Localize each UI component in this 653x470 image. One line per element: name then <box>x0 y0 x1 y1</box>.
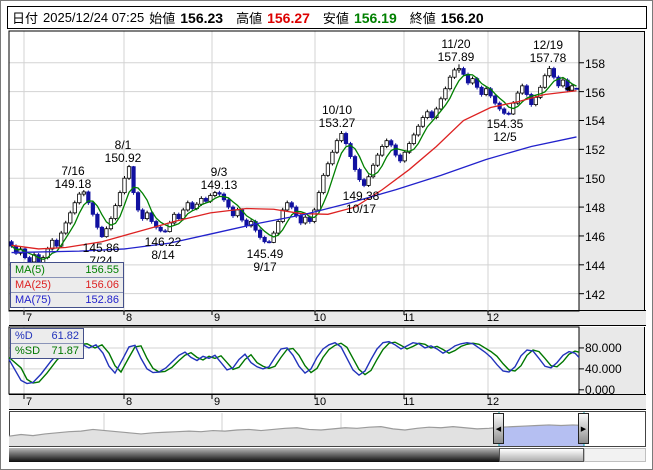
month-axis-stoch: 7 8 9 10 11 12 <box>9 394 646 410</box>
price-tick-label: 156 <box>585 85 606 100</box>
month-tick-label: 10 <box>313 396 327 408</box>
ma-legend: MA(5) 156.55 MA(25) 156.06 MA(75) 152.86 <box>10 262 124 308</box>
price-tick-label: 142 <box>585 287 606 302</box>
month-tick-label: 8 <box>125 396 133 408</box>
open-label: 始値 <box>149 11 176 26</box>
stoch-legend-row: %D 61.82 <box>11 329 83 344</box>
quote-header: 日付 2025/12/24 07:25 始値 156.23 高値 156.27 … <box>7 6 647 29</box>
stoch-tick-label: 0.000 <box>585 382 616 397</box>
stoch-legend-row-value: 71.87 <box>51 345 79 357</box>
ma-legend-row: MA(25) 156.06 <box>11 278 123 293</box>
ma-legend-row-value: 156.55 <box>85 264 119 276</box>
ma-legend-row-value: 156.06 <box>85 279 119 291</box>
month-tick-label: 8 <box>125 312 133 324</box>
stoch-legend-row-label: %D <box>15 330 33 342</box>
navigator-right-handle[interactable]: ▶ <box>578 413 589 444</box>
stoch-legend-row: %SD 71.87 <box>11 344 83 358</box>
date-value: 2025/12/24 07:25 <box>43 10 145 25</box>
low-label: 安値 <box>322 11 349 26</box>
price-tick-label: 144 <box>585 258 606 273</box>
stoch-legend-row-label: %SD <box>15 345 41 357</box>
stochastic-plot[interactable] <box>9 327 579 394</box>
price-tick-label: 152 <box>585 143 606 158</box>
month-tick-label: 11 <box>403 312 415 324</box>
month-tick-label: 7 <box>25 312 33 324</box>
close-label: 終値 <box>409 11 436 26</box>
ma-legend-row-label: MA(5) <box>15 264 45 276</box>
price-tick-label: 150 <box>585 172 606 187</box>
ma-legend-row-label: MA(75) <box>15 294 52 306</box>
month-tick-label: 9 <box>213 312 221 324</box>
navigator-year-label: 24 <box>223 435 237 447</box>
ma-legend-row-value: 152.86 <box>85 294 119 306</box>
open-value: 156.23 <box>180 9 224 26</box>
month-tick-label: 7 <box>25 396 33 408</box>
left-arrow-icon: ◀ <box>495 425 502 433</box>
right-arrow-icon: ▶ <box>580 425 587 433</box>
price-axis: 158 156 154 152 150 148 146 144 142 <box>579 31 645 311</box>
month-axis-main: 7 8 9 10 11 12 <box>9 310 646 326</box>
navigator-left-handle[interactable]: ◀ <box>493 413 504 444</box>
price-tick-label: 154 <box>585 114 606 129</box>
month-tick-label: 12 <box>486 396 500 408</box>
stoch-legend: %D 61.82 %SD 71.87 <box>10 328 84 359</box>
navigator-year-label: 23 <box>105 435 119 447</box>
scrollbar <box>9 448 646 462</box>
price-tick-label: 148 <box>585 201 606 216</box>
stoch-tick-label: 80.000 <box>585 340 622 355</box>
close-value: 156.20 <box>440 9 484 26</box>
price-tick-label: 158 <box>585 56 606 71</box>
ma-legend-row: MA(5) 156.55 <box>11 263 123 278</box>
month-tick-label: 10 <box>313 312 327 324</box>
scrollbar-thumb[interactable] <box>499 448 584 462</box>
navigator-year-label: 25 <box>342 435 356 447</box>
stoch-tick-label: 40.000 <box>585 361 622 376</box>
range-navigator[interactable]: 23 24 25 <box>9 411 646 447</box>
high-label: 高値 <box>236 11 263 26</box>
month-tick-label: 12 <box>486 312 500 324</box>
price-tick-label: 146 <box>585 229 606 244</box>
stochastic-axis: 80.000 40.000 0.000 <box>579 327 645 397</box>
ma-legend-row: MA(75) 152.86 <box>11 293 123 307</box>
stoch-legend-row-value: 61.82 <box>51 330 79 342</box>
scrollbar-track[interactable] <box>584 448 646 462</box>
low-value: 156.19 <box>353 9 397 26</box>
high-value: 156.27 <box>267 9 310 26</box>
month-tick-label: 11 <box>403 396 415 408</box>
scrollbar-elapsed-track[interactable] <box>9 448 499 462</box>
ma-legend-row-label: MA(25) <box>15 279 52 291</box>
date-label: 日付 <box>12 11 39 26</box>
month-tick-label: 9 <box>213 396 221 408</box>
